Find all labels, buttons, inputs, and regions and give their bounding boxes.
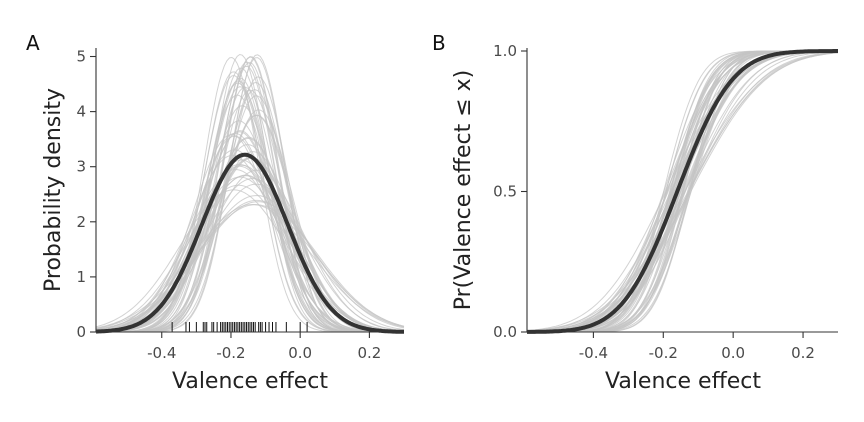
panel-b: B 0.0 0.5 1.0 -0.4 -0.2 0.0 0.2 Valence effec… <box>432 31 839 394</box>
x-tick-label: 0.2 <box>791 344 815 362</box>
y-tick-label: 1.0 <box>493 42 517 60</box>
posterior-draw-curve <box>527 50 838 333</box>
y-tick-label: 0.0 <box>493 323 517 341</box>
x-tick-label: 0.0 <box>288 344 312 362</box>
panel-a-x-axis-title: Valence effect <box>172 369 328 394</box>
posterior-draw-curve <box>526 52 839 332</box>
posterior-draw-curve <box>95 164 405 333</box>
posterior-draw-curve <box>95 130 404 333</box>
posterior-draw-curve <box>95 204 405 329</box>
posterior-draw-curve <box>95 175 405 332</box>
panel-a-y-ticks: 0 1 2 3 4 5 <box>76 48 96 341</box>
posterior-draw-curve <box>96 89 404 333</box>
posterior-draw-curve <box>95 165 404 333</box>
x-tick-label: -0.2 <box>216 344 245 362</box>
panel-b-x-ticks: -0.4 -0.2 0.0 0.2 <box>579 332 815 362</box>
panel-b-mean-cdf-curve <box>526 49 839 334</box>
posterior-draw-curve <box>95 184 405 332</box>
panel-b-x-axis-title: Valence effect <box>605 369 761 394</box>
x-tick-label: -0.4 <box>147 344 176 362</box>
posterior-draw-curve <box>96 86 404 333</box>
posterior-draw-curve <box>95 201 405 330</box>
posterior-draw-curve <box>96 71 404 333</box>
panel-b-posterior-draws <box>526 50 839 333</box>
posterior-draw-curve <box>96 53 404 333</box>
panel-a-label: A <box>26 31 40 55</box>
posterior-draw-curve <box>95 203 405 329</box>
y-tick-label: 1 <box>76 268 86 286</box>
y-tick-label: 0 <box>76 323 86 341</box>
posterior-draw-curve <box>96 86 404 333</box>
posterior-draw-curve <box>95 169 405 332</box>
posterior-draw-curve <box>526 52 839 332</box>
posterior-draw-curve <box>95 168 404 333</box>
panel-a-mean-density-curve <box>95 152 405 334</box>
posterior-draw-curve <box>95 163 405 333</box>
x-tick-label: -0.4 <box>579 344 608 362</box>
posterior-draw-curve <box>96 89 404 333</box>
panel-a-x-ticks: -0.4 -0.2 0.0 0.2 <box>147 332 381 362</box>
x-tick-label: 0.2 <box>357 344 381 362</box>
posterior-draw-curve <box>96 54 404 333</box>
x-tick-label: 0.0 <box>721 344 745 362</box>
posterior-draw-curve <box>96 65 404 333</box>
x-tick-label: -0.2 <box>649 344 678 362</box>
panel-a-y-axis-title: Probability density <box>41 88 66 292</box>
y-tick-label: 5 <box>76 48 86 66</box>
panel-a-rug <box>171 322 308 332</box>
panel-b-label: B <box>432 31 446 55</box>
y-tick-label: 4 <box>76 103 86 121</box>
y-tick-label: 3 <box>76 158 86 176</box>
panel-b-y-axis-title: Pr(Valence effect ≤ x) <box>451 70 476 311</box>
posterior-draw-curve <box>95 174 405 332</box>
panel-a: A 0 1 2 3 4 5 -0.4 -0.2 0.0 0.2 Valence effect P… <box>26 31 405 394</box>
y-tick-label: 0.5 <box>493 183 517 201</box>
y-tick-label: 2 <box>76 213 86 231</box>
panel-b-y-ticks: 0.0 0.5 1.0 <box>493 42 527 341</box>
panel-a-posterior-draws <box>95 53 405 333</box>
